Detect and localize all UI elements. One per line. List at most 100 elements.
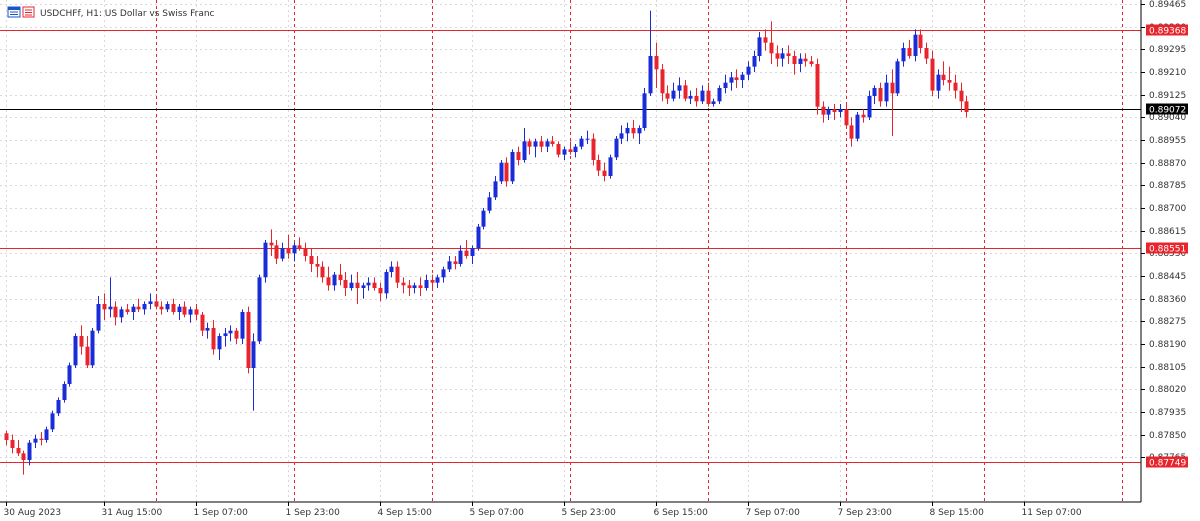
candle (941, 61, 946, 86)
candle (499, 160, 504, 184)
candle-body (50, 413, 55, 430)
candle (90, 328, 95, 368)
candle-body (706, 90, 711, 104)
candle (832, 104, 837, 120)
candle-body (102, 304, 107, 310)
candle (223, 328, 228, 347)
x-tick-label: 6 Sep 15:00 (654, 508, 709, 518)
candle (154, 296, 159, 310)
candle (769, 21, 774, 64)
candle (568, 141, 573, 155)
candle (953, 74, 958, 99)
candle (959, 82, 964, 112)
y-tick-label: 0.88530 (1149, 249, 1186, 259)
chart-header: USDCHFf, H1: US Dollar vs Swiss Franc (7, 6, 215, 19)
candle (39, 432, 44, 446)
candle (274, 240, 279, 264)
candle-body (568, 149, 573, 152)
candle (838, 104, 843, 118)
candle (510, 149, 515, 184)
y-tick-label: 0.89295 (1149, 45, 1186, 55)
candle (729, 72, 734, 91)
candle-body (694, 96, 699, 102)
candle-body (504, 162, 509, 182)
price-badges: 0.89368 0.89072 0.88551 0.87749 (1146, 24, 1188, 469)
candle (798, 53, 803, 72)
y-tick-label: 0.87850 (1149, 431, 1186, 441)
price-levels (0, 30, 1141, 463)
candle (522, 128, 527, 163)
candle-body (826, 109, 831, 115)
chart-title: USDCHFf, H1: US Dollar vs Swiss Franc (40, 9, 215, 19)
candle-body (435, 277, 440, 283)
price-badge-bg (1146, 242, 1188, 254)
candle-body (194, 309, 199, 315)
candle-body (832, 109, 837, 112)
candle-body (274, 245, 279, 259)
candle-body (734, 77, 739, 80)
candle-body (740, 74, 745, 80)
candle (562, 146, 567, 160)
candle-body (631, 128, 636, 134)
candle (280, 242, 285, 262)
time-axis[interactable]: 30 Aug 2023 31 Aug 15:00 1 Sep 07:00 1 Sep … (4, 502, 1082, 518)
candle-body (125, 309, 130, 312)
x-tick-label: 31 Aug 15:00 (102, 508, 163, 518)
candle-body (303, 248, 308, 256)
y-tick-label: 0.88615 (1149, 227, 1186, 237)
candle-body (257, 277, 262, 342)
candle (67, 362, 72, 387)
candle (343, 272, 348, 296)
candle-body (711, 101, 716, 104)
candle-body (688, 96, 693, 99)
candle (775, 45, 780, 67)
candle-body (349, 282, 354, 288)
candle-body (545, 141, 550, 147)
candle (269, 229, 274, 256)
candle-body (821, 106, 826, 115)
candle (619, 125, 624, 144)
candle-body (418, 285, 423, 288)
candle-body (27, 442, 32, 460)
candle (464, 240, 469, 259)
candle-body (67, 365, 72, 384)
candle-body (62, 384, 67, 400)
candle-body (493, 181, 498, 198)
candle-body (775, 53, 780, 59)
candle-body (217, 336, 222, 350)
price-axis[interactable]: 0.894650.893800.892950.892100.891250.890… (1141, 0, 1186, 463)
candle (625, 122, 630, 142)
candle-body (205, 328, 210, 331)
candle-body (890, 82, 895, 94)
candle (21, 450, 26, 475)
candle-body (430, 280, 435, 283)
candle-body (683, 85, 688, 99)
candle (700, 85, 705, 104)
candle-body (326, 277, 331, 286)
candle-body (608, 157, 613, 176)
candle (108, 277, 113, 318)
candle-body (700, 90, 705, 102)
candle (924, 42, 929, 64)
candle-body (786, 53, 791, 56)
candle (171, 298, 176, 315)
candle-body (453, 261, 458, 264)
price-badge-label: 0.88551 (1149, 245, 1186, 255)
candle-body (286, 248, 291, 254)
candle-body (953, 82, 958, 91)
candle-body (177, 306, 182, 312)
y-tick-label: 0.88020 (1149, 385, 1186, 395)
price-badge: 0.89368 (1146, 24, 1188, 37)
candle-body (4, 433, 9, 440)
candle-body (573, 146, 578, 152)
candle (550, 136, 555, 147)
candle-body (269, 242, 274, 246)
candle-body (90, 330, 95, 366)
candle (826, 106, 831, 120)
chart-window-icon (7, 6, 35, 18)
candle (849, 117, 854, 147)
candle-body (142, 304, 147, 310)
candle (637, 125, 642, 144)
